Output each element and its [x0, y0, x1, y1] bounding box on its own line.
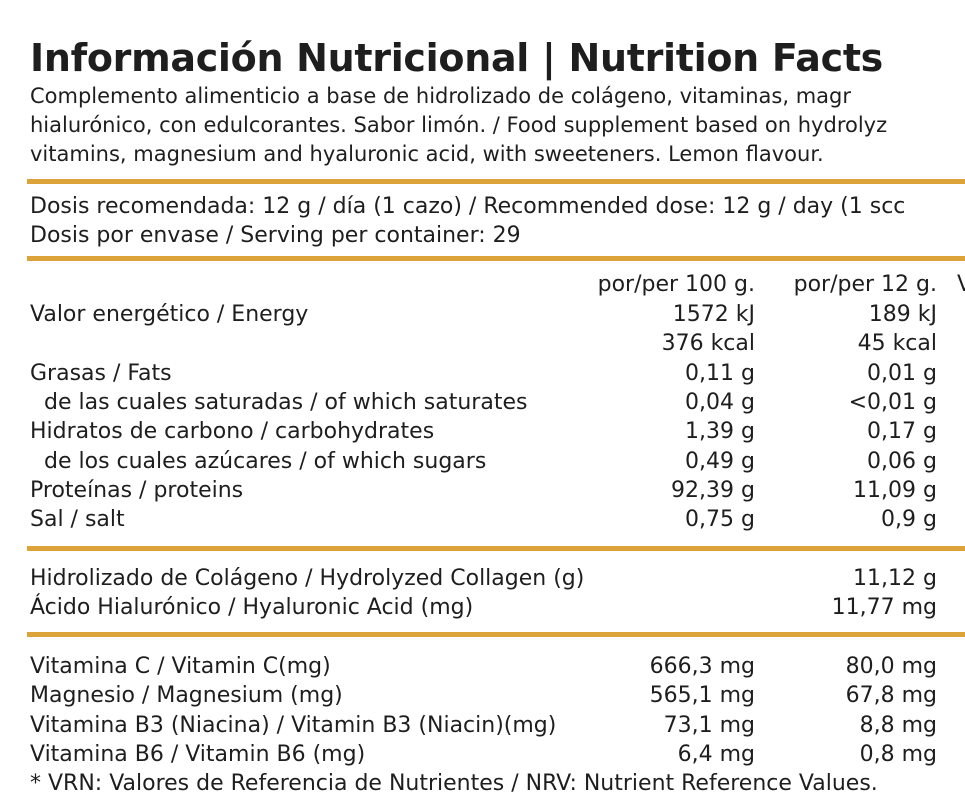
nutrient-per100: 0,04 g [685, 390, 755, 415]
page-title: Información Nutricional | Nutrition Fact… [30, 36, 883, 80]
nutrient-label: Grasas / Fats [30, 361, 172, 386]
vitamin-per100: 6,4 mg [677, 742, 755, 767]
recommended-dose: Dosis recomendada: 12 g / día (1 cazo) /… [30, 194, 906, 219]
nutrient-per100: 0,49 g [685, 449, 755, 474]
nutrient-per12: <0,01 g [848, 390, 937, 415]
vitamin-label: Vitamina C / Vitamin C(mg) [30, 654, 331, 679]
vitamin-label: Vitamina B6 / Vitamin B6 (mg) [30, 742, 366, 767]
description-line-3: vitamins, magnesium and hyaluronic acid,… [30, 142, 824, 166]
column-header-per100: por/per 100 g. [597, 272, 755, 297]
nutrient-label: Sal / salt [30, 507, 125, 532]
nutrient-label: de las cuales saturadas / of which satur… [44, 390, 528, 415]
vitamin-per12: 67,8 mg [845, 683, 937, 708]
vitamin-per100: 565,1 mg [649, 683, 755, 708]
vitamin-per100: 73,1 mg [663, 713, 755, 738]
nutrient-per100: 1,39 g [685, 419, 755, 444]
active-per12: 11,12 g [853, 566, 937, 591]
active-per12: 11,77 mg [831, 595, 937, 620]
nutrient-per12: 0,06 g [867, 449, 937, 474]
nutrient-per12: 0,01 g [867, 361, 937, 386]
vitamin-label: Magnesio / Magnesium (mg) [30, 683, 343, 708]
nutrient-label: Proteínas / proteins [30, 478, 244, 503]
vitamin-per12: 0,8 mg [859, 742, 937, 767]
energy-kcal-per100: 376 kcal [661, 331, 755, 356]
energy-kj-per100: 1572 kJ [672, 302, 755, 327]
column-header-per12: por/per 12 g. [793, 272, 937, 297]
vitamin-per12: 8,8 mg [859, 713, 937, 738]
vitamin-per12: 80,0 mg [845, 654, 937, 679]
column-header-vrn: V [957, 272, 965, 297]
description-line-1: Complemento alimenticio a base de hidrol… [30, 84, 851, 108]
footnote: * VRN: Valores de Referencia de Nutrient… [30, 771, 878, 796]
energy-kcal-per12: 45 kcal [857, 331, 937, 356]
servings-per-container: Dosis por envase / Serving per container… [30, 223, 521, 248]
energy-kj-per12: 189 kJ [868, 302, 937, 327]
vitamin-per100: 666,3 mg [649, 654, 755, 679]
nutrient-per12: 11,09 g [853, 478, 937, 503]
description-line-2: hialurónico, con edulcorantes. Sabor lim… [30, 113, 888, 137]
nutrient-per12: 0,9 g [881, 507, 937, 532]
nutrient-per100: 0,11 g [685, 361, 755, 386]
nutrient-label: de los cuales azúcares / of which sugars [44, 449, 487, 474]
section-divider [27, 256, 965, 261]
section-divider [27, 632, 965, 637]
active-label: Ácido Hialurónico / Hyaluronic Acid (mg) [30, 595, 474, 620]
section-divider [27, 179, 965, 184]
nutrient-per12: 0,17 g [867, 419, 937, 444]
nutrient-per100: 92,39 g [671, 478, 755, 503]
nutrient-label: Hidratos de carbono / carbohydrates [30, 419, 435, 444]
energy-label: Valor energético / Energy [30, 302, 309, 327]
vitamin-label: Vitamina B3 (Niacina) / Vitamin B3 (Niac… [30, 713, 557, 738]
active-label: Hidrolizado de Colágeno / Hydrolyzed Col… [30, 566, 585, 591]
nutrient-per100: 0,75 g [685, 507, 755, 532]
section-divider [27, 546, 965, 551]
